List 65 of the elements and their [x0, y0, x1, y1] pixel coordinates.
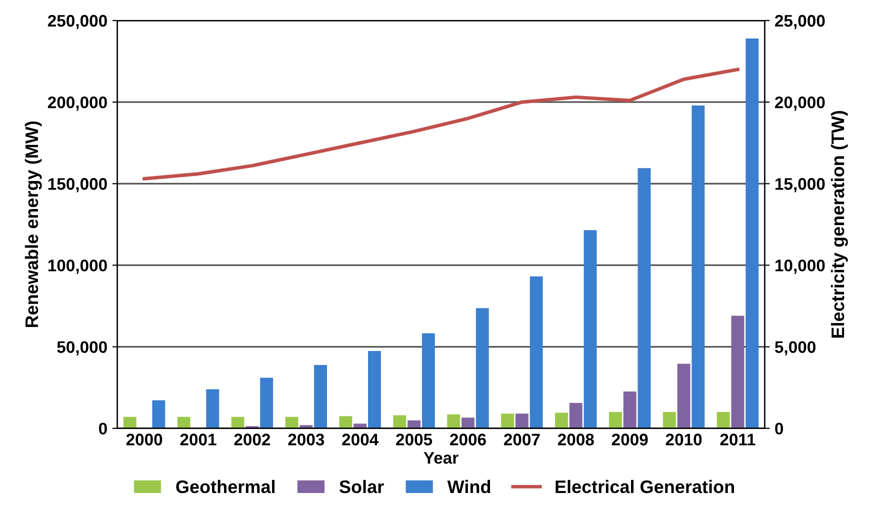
bar [123, 416, 136, 428]
y-tick-label: 150,000 [48, 178, 107, 192]
x-tick-label: 2004 [342, 434, 379, 446]
bar [206, 389, 220, 428]
bar [716, 412, 730, 428]
bar [368, 351, 381, 428]
x-tick-label: 2008 [558, 434, 594, 446]
bar [393, 415, 406, 428]
bar [692, 106, 705, 428]
bar [476, 308, 489, 428]
bar [462, 418, 474, 428]
legend-label: Geothermal [176, 480, 274, 494]
bar [300, 425, 313, 428]
bar [569, 402, 582, 428]
bar [530, 276, 543, 428]
x-tick-label: 2010 [666, 434, 702, 446]
bar [501, 414, 514, 428]
x-axis-title: Year [424, 452, 458, 464]
x-tick-label: 2002 [234, 434, 270, 446]
y2-tick-label: 0 [775, 422, 784, 435]
y-tick-label: 50,000 [57, 341, 107, 356]
bar [746, 38, 759, 428]
bar [623, 391, 636, 428]
bar [231, 416, 244, 428]
line-series [142, 68, 740, 180]
bar [555, 412, 568, 428]
bar [677, 364, 690, 428]
bar [354, 424, 367, 428]
x-tick-label: 2000 [126, 434, 162, 446]
y-tick-label: 100,000 [48, 260, 107, 274]
bar [608, 412, 622, 428]
bar [260, 378, 274, 428]
y-tick-label: 0 [98, 422, 107, 435]
bar [177, 416, 190, 428]
y-tick-label: 200,000 [48, 96, 107, 111]
legend-label: Wind [447, 480, 490, 494]
x-tick-label: 2006 [450, 434, 486, 446]
x-tick-label: 2003 [288, 434, 324, 446]
bar [339, 416, 352, 428]
bar [422, 333, 435, 428]
y2-tick-label: 25,000 [775, 14, 825, 30]
x-tick-label: 2011 [720, 434, 756, 446]
y-axis-title: Renewable energy (MW) [24, 121, 42, 328]
y2-tick-label: 10,000 [775, 260, 825, 274]
bar [314, 365, 327, 428]
bar [638, 168, 651, 428]
y2-tick-label: 15,000 [775, 178, 825, 192]
x-tick-label: 2001 [180, 434, 216, 446]
y-tick-label: 250,000 [48, 14, 107, 30]
bar [447, 414, 460, 428]
bar [731, 316, 744, 428]
legend-label: Electrical Generation [556, 480, 734, 494]
x-tick-label: 2005 [396, 434, 432, 446]
legend-label: Solar [339, 480, 384, 494]
bar [515, 414, 528, 428]
bar [584, 230, 597, 428]
bar [408, 420, 421, 428]
bar [285, 416, 298, 428]
y2-axis-title: Electricity generation (TW) [830, 110, 848, 338]
bar [152, 400, 166, 428]
y2-tick-label: 20,000 [775, 96, 825, 111]
y2-tick-label: 5,000 [774, 341, 816, 356]
x-tick-label: 2009 [612, 434, 648, 446]
bar [662, 412, 676, 428]
x-tick-label: 2007 [504, 434, 540, 446]
